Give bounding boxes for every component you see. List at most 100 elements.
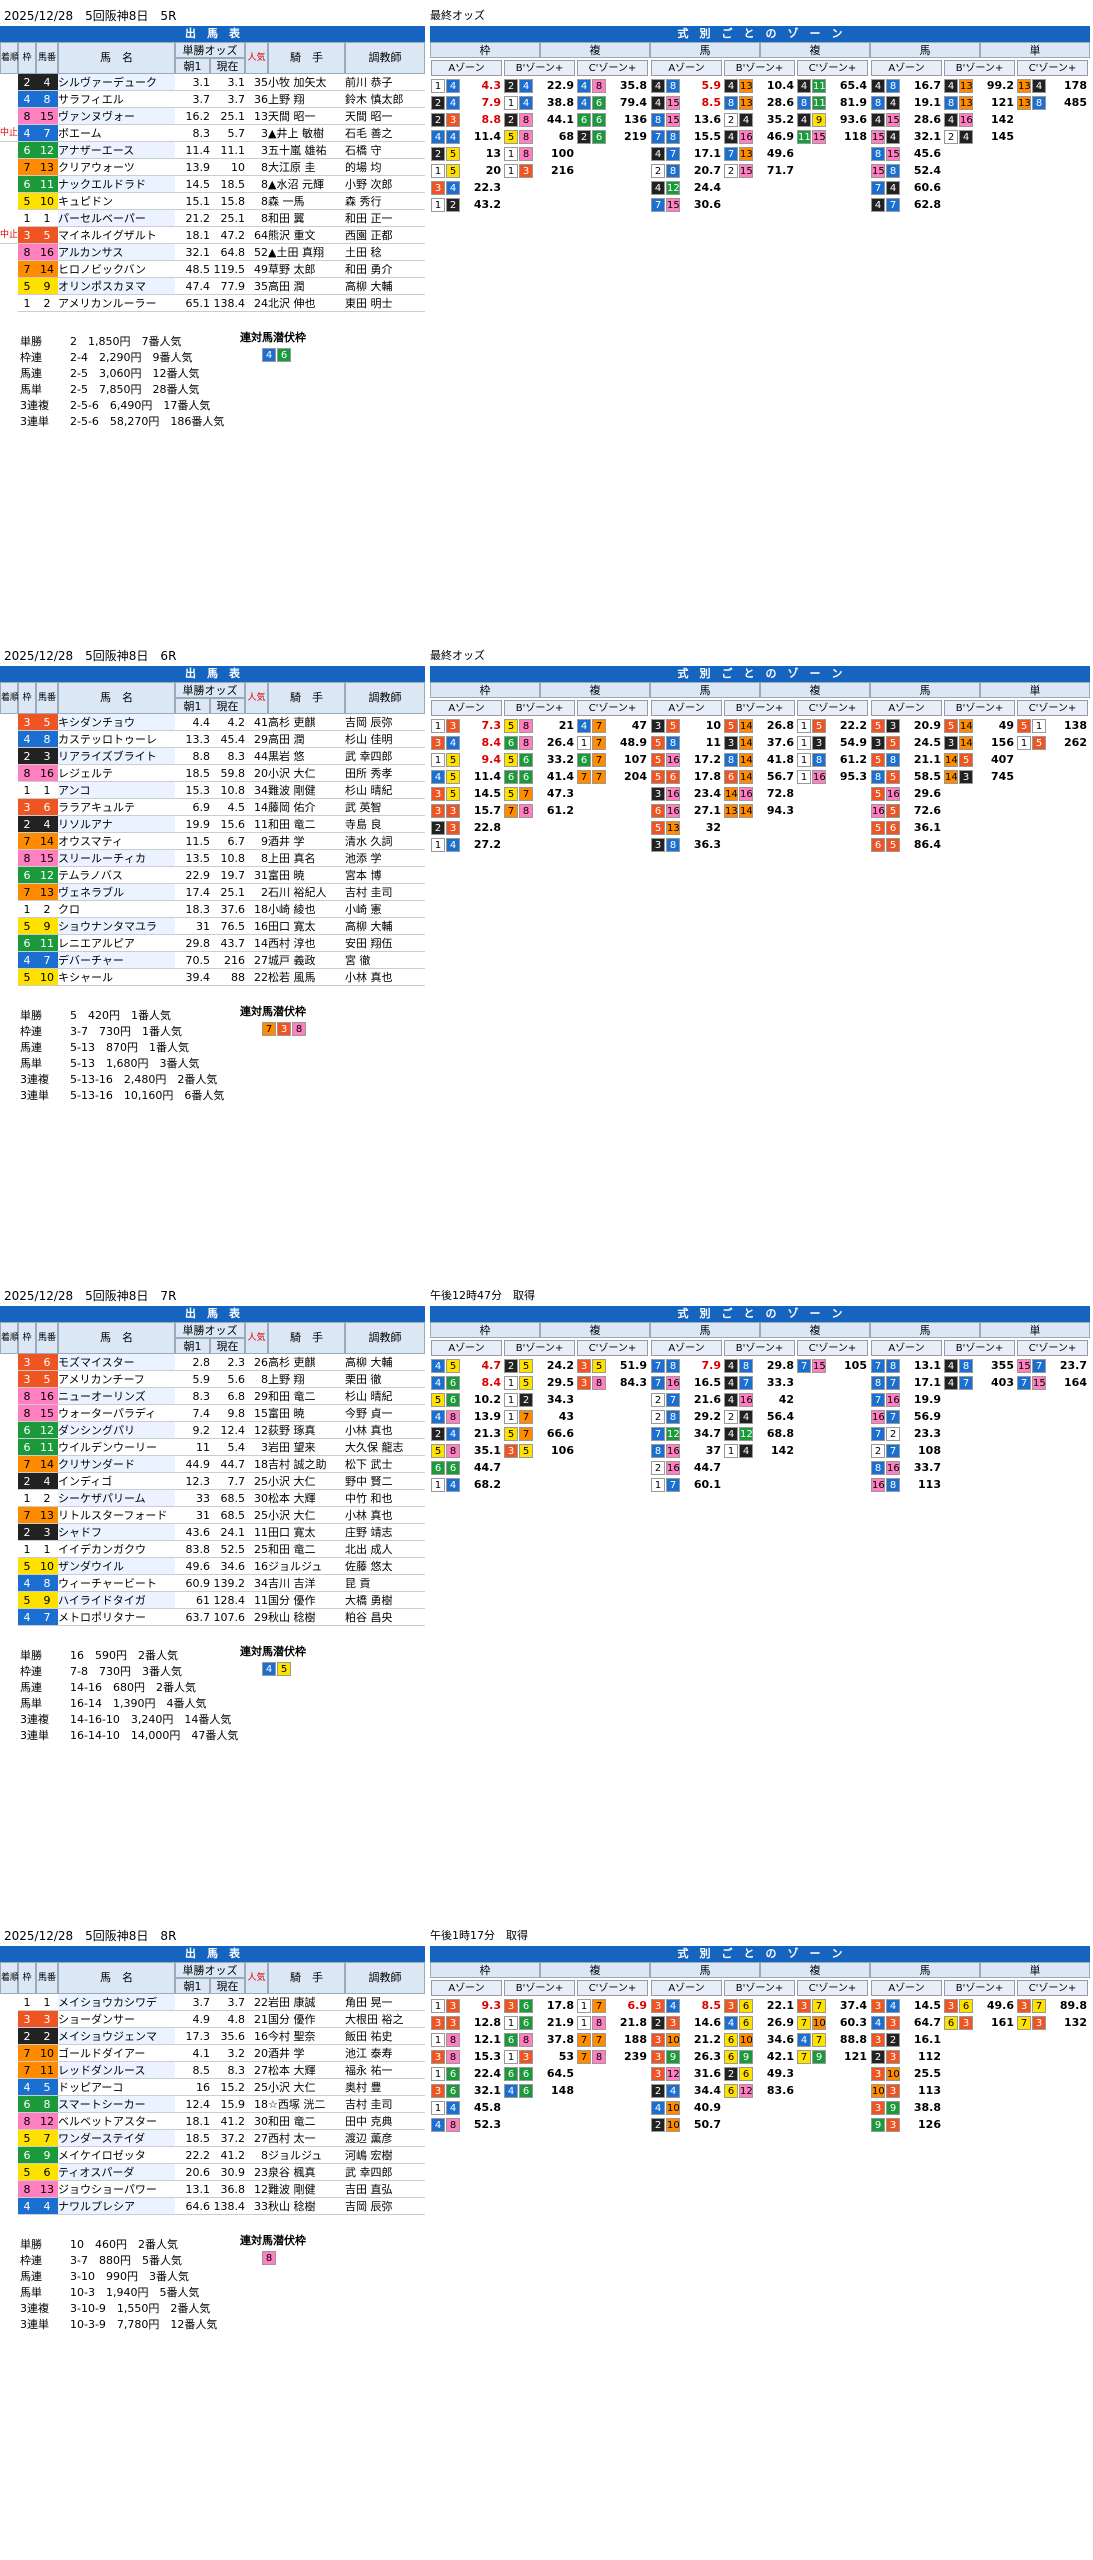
table-cell: 11 bbox=[175, 1439, 210, 1456]
table-cell: ザンダウイル bbox=[58, 1558, 175, 1575]
waku-number: 3 bbox=[446, 113, 460, 127]
payout-label: 単勝 bbox=[20, 335, 42, 348]
table-cell: 2 bbox=[18, 816, 36, 833]
table-cell: クロ bbox=[58, 901, 175, 918]
horse-number: 16 bbox=[871, 804, 885, 818]
table-cell: 3.7 bbox=[175, 1994, 210, 2011]
horse-number: 7 bbox=[886, 1376, 900, 1390]
waku-number: 6 bbox=[592, 130, 606, 144]
waku-number: 5 bbox=[446, 164, 460, 178]
zone-odds: 16.7 bbox=[913, 79, 941, 92]
table-cell: ナワルプレシア bbox=[58, 2198, 175, 2215]
zone-odds: 21.1 bbox=[913, 753, 941, 766]
table-cell: 武 幸四郎 bbox=[345, 748, 425, 765]
table-cell: 8.3 bbox=[175, 125, 210, 142]
zone-odds: 52.4 bbox=[913, 164, 941, 177]
table-cell: 8 bbox=[245, 176, 268, 193]
table-cell: 吉岡 辰弥 bbox=[345, 2198, 425, 2215]
zone-odds: 204 bbox=[624, 770, 647, 783]
table-cell: 西村 淳也 bbox=[268, 935, 345, 952]
waku-number: 5 bbox=[446, 787, 460, 801]
horse-number: 3 bbox=[651, 2033, 665, 2047]
zone-odds: 26.9 bbox=[766, 2016, 794, 2029]
horse-number: 3 bbox=[651, 719, 665, 733]
table-cell: リソルアナ bbox=[58, 816, 175, 833]
waku-number: 3 bbox=[446, 1999, 460, 2013]
zone-odds: 108 bbox=[918, 1444, 941, 1457]
horse-number: 6 bbox=[724, 2033, 738, 2047]
horse-number: 10 bbox=[666, 2101, 680, 2115]
table-cell: 15.9 bbox=[210, 2096, 245, 2113]
table-cell: 6 bbox=[36, 799, 58, 816]
table-cell: 杉山 晴紀 bbox=[345, 1388, 425, 1405]
table-cell: 東田 明士 bbox=[345, 295, 425, 312]
horse-number: 6 bbox=[886, 821, 900, 835]
table-cell: 西村 太一 bbox=[268, 2130, 345, 2147]
waku-number: 2 bbox=[577, 130, 591, 144]
table-cell: ヴァンヌヴォー bbox=[58, 108, 175, 125]
table-cell: 47.4 bbox=[175, 278, 210, 295]
table-cell: 49 bbox=[245, 261, 268, 278]
horse-number: 13 bbox=[724, 804, 738, 818]
horse-number: 7 bbox=[666, 1478, 680, 1492]
waku-number: 1 bbox=[431, 2101, 445, 2115]
zone-col-title: B'ゾーン+ bbox=[944, 60, 1015, 76]
table-cell: 今村 聖奈 bbox=[268, 2028, 345, 2045]
horse-number: 5 bbox=[886, 736, 900, 750]
table-cell: 和田 翼 bbox=[268, 210, 345, 227]
horse-number: 4 bbox=[651, 96, 665, 110]
group-name: 馬 bbox=[870, 42, 980, 58]
table-cell: 酒井 学 bbox=[268, 833, 345, 850]
table-cell: 18.5 bbox=[210, 176, 245, 193]
table-cell: 1 bbox=[36, 1994, 58, 2011]
table-cell: イイデカンガクウ bbox=[58, 1541, 175, 1558]
horse-number: 15 bbox=[812, 1359, 826, 1373]
table-cell: 5.7 bbox=[210, 125, 245, 142]
zone-odds: 58.5 bbox=[913, 770, 941, 783]
horse-number: 16 bbox=[886, 787, 900, 801]
table-cell: 21 bbox=[245, 2011, 268, 2028]
col-header: 単勝オッズ bbox=[175, 682, 245, 698]
table-cell: クリサンダード bbox=[58, 1456, 175, 1473]
waku-number: 4 bbox=[431, 1359, 445, 1373]
race-header: 2025/12/28 5回阪神8日 8R bbox=[4, 1929, 177, 1943]
table-cell: 35 bbox=[245, 278, 268, 295]
horse-number: 3 bbox=[871, 2067, 885, 2081]
zone-odds: 161 bbox=[991, 2016, 1014, 2029]
zone-col-title: C'ゾーン+ bbox=[797, 700, 868, 716]
hidden-title: 連対馬潜伏枠 bbox=[240, 331, 306, 344]
zone-odds: 4.7 bbox=[481, 1359, 502, 1372]
zone-odds: 35.2 bbox=[766, 113, 794, 126]
table-cell: 9 bbox=[36, 2147, 58, 2164]
horse-number: 4 bbox=[871, 198, 885, 212]
table-cell: 8 bbox=[245, 210, 268, 227]
table-cell: 4 bbox=[18, 2079, 36, 2096]
waku-number: 3 bbox=[431, 804, 445, 818]
table-cell: 12 bbox=[36, 142, 58, 159]
horse-number: 14 bbox=[959, 736, 973, 750]
table-cell: 1 bbox=[36, 1541, 58, 1558]
table-cell: 27 bbox=[245, 2130, 268, 2147]
table-cell: 上田 真名 bbox=[268, 850, 345, 867]
zone-odds: 29.8 bbox=[766, 1359, 794, 1372]
table-cell: 9 bbox=[36, 918, 58, 935]
table-cell: 4 bbox=[36, 816, 58, 833]
horse-number: 5 bbox=[651, 821, 665, 835]
table-cell: 宮本 博 bbox=[345, 867, 425, 884]
waku-number: 6 bbox=[446, 1376, 460, 1390]
horse-number: 4 bbox=[739, 1444, 753, 1458]
zone-col-title: C'ゾーン+ bbox=[1017, 1340, 1088, 1356]
zone-odds: 9.4 bbox=[481, 753, 502, 766]
table-cell: 鈴木 慎太郎 bbox=[345, 91, 425, 108]
group-bet: 単 bbox=[980, 682, 1090, 698]
table-cell: 77.9 bbox=[210, 278, 245, 295]
col-header: 馬 名 bbox=[58, 682, 175, 714]
zone-odds: 45.8 bbox=[473, 2101, 501, 2114]
table-cell: 北沢 伸也 bbox=[268, 295, 345, 312]
table-cell: 3 bbox=[18, 714, 36, 731]
table-cell: ドッピアーコ bbox=[58, 2079, 175, 2096]
waku-number: 8 bbox=[519, 147, 533, 161]
waku-number: 6 bbox=[446, 1393, 460, 1407]
payout-text: 3-7 730円 1番人気 bbox=[70, 1025, 182, 1038]
payout-label: 馬連 bbox=[20, 367, 42, 380]
